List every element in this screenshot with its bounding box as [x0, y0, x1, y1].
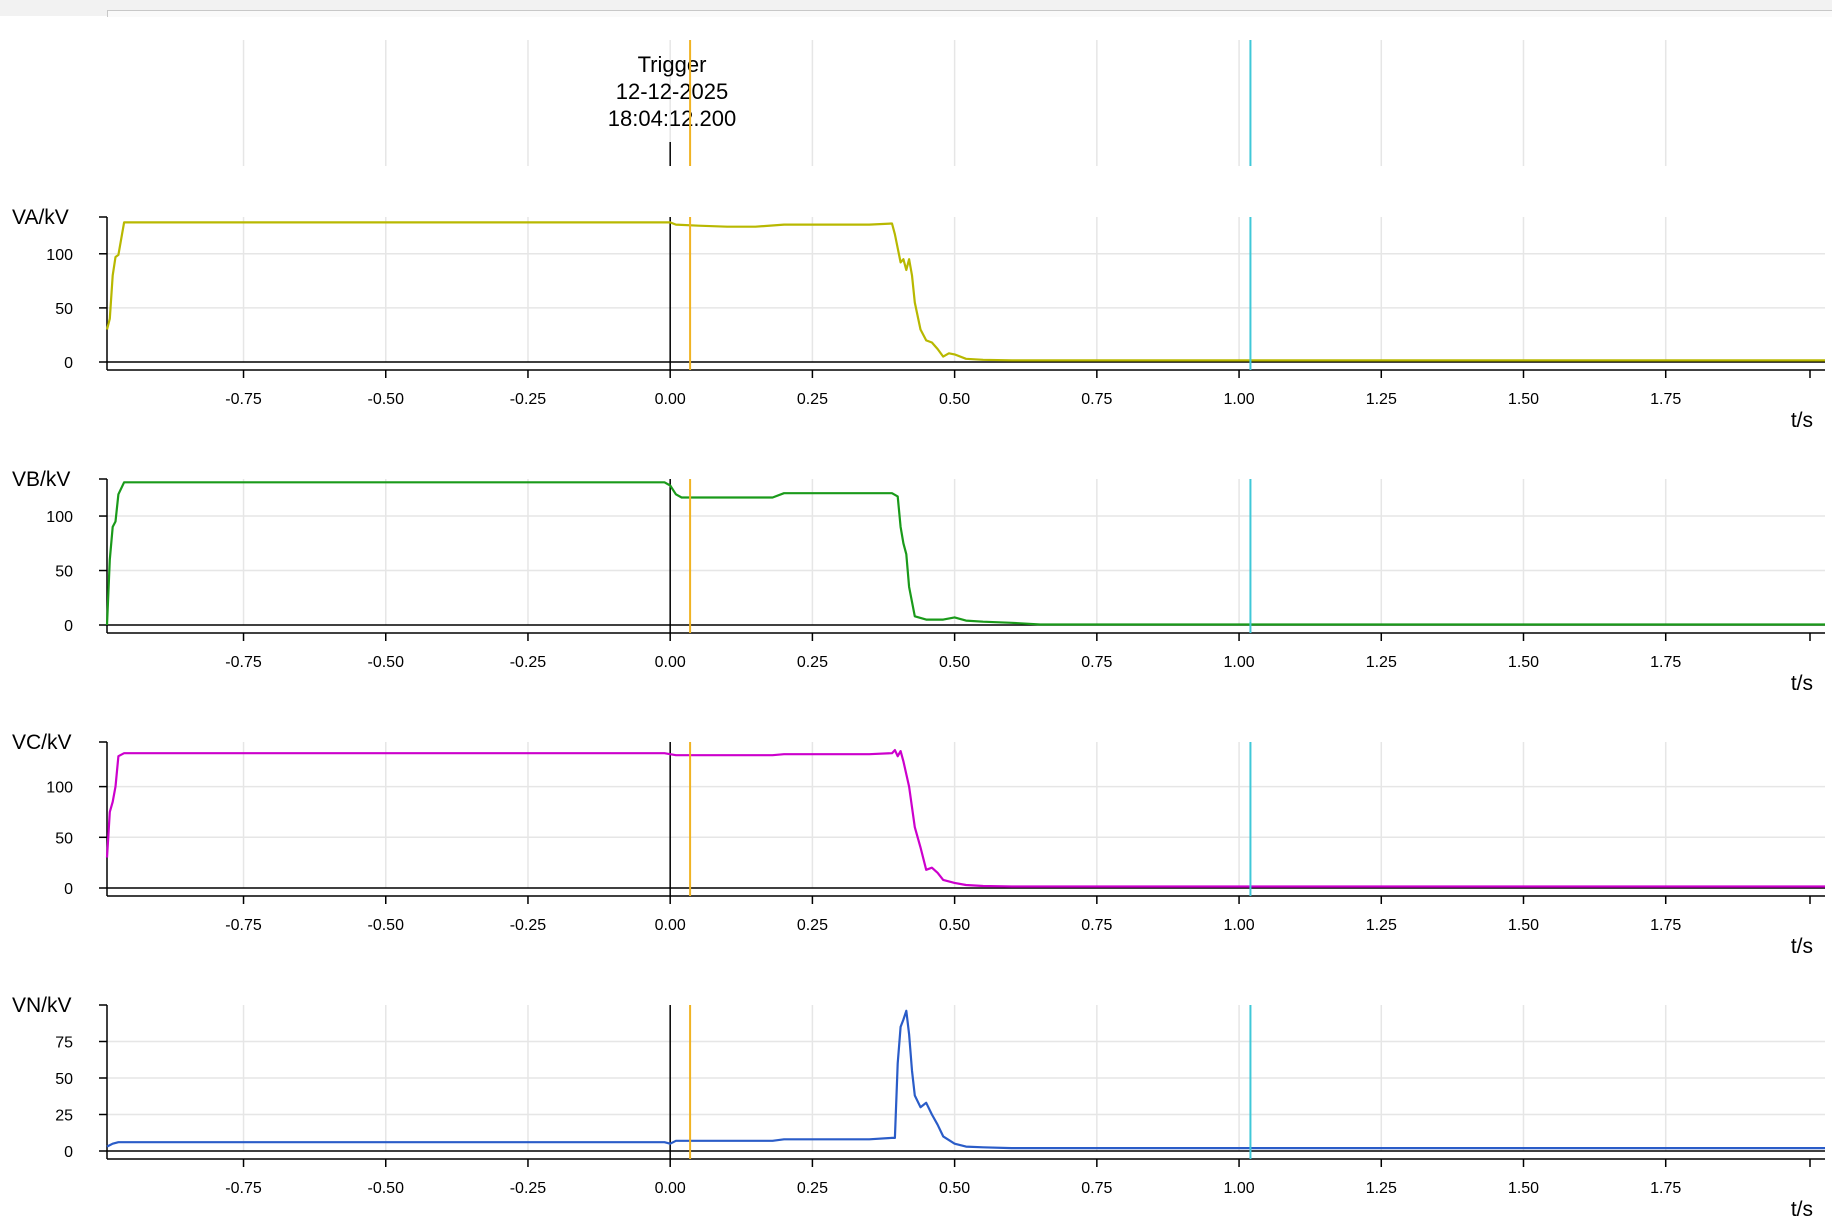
x-tick-label: -0.75	[225, 917, 262, 934]
panel-vn: 0 25 50 75 VN/kV -0.75 -0.50 -0.25 0.00 0.25 0.50 0…	[12, 994, 1825, 1221]
x-tick-label: 0.25	[797, 391, 828, 408]
x-tick-label: 0.00	[655, 1180, 686, 1197]
x-tick-label: 1.25	[1366, 1180, 1397, 1197]
y-tick-label: 50	[55, 1071, 73, 1088]
y-tick-label: 0	[64, 355, 73, 372]
x-tick-label: 1.75	[1650, 654, 1681, 671]
x-tick-label: -0.75	[225, 391, 262, 408]
x-tick-label: 0.75	[1081, 917, 1112, 934]
x-tick-label: 1.75	[1650, 917, 1681, 934]
x-tick-label: 1.00	[1223, 654, 1254, 671]
x-tick-label: -0.50	[368, 654, 405, 671]
x-tick-label: -0.25	[510, 391, 547, 408]
y-tick-label: 0	[64, 1144, 73, 1161]
x-tick-label: 1.00	[1223, 391, 1254, 408]
x-axis-label: t/s	[1791, 935, 1813, 958]
x-axis-label: t/s	[1791, 409, 1813, 432]
panel-vc: 0 50 100 VC/kV -0.75 -0.50 -0.25 0.00 0.25 0.50 0.…	[12, 731, 1825, 958]
x-tick-label: 1.50	[1508, 1180, 1539, 1197]
x-tick-label: 1.75	[1650, 1180, 1681, 1197]
x-tick-label: 1.50	[1508, 917, 1539, 934]
x-tick-label: 0.00	[655, 654, 686, 671]
x-tick-label: 1.25	[1366, 654, 1397, 671]
y-tick-label: 50	[55, 830, 73, 847]
x-tick-label: -0.25	[510, 917, 547, 934]
x-tick-label: -0.75	[225, 654, 262, 671]
x-tick-label: 1.50	[1508, 391, 1539, 408]
x-tick-label: 1.00	[1223, 1180, 1254, 1197]
header-grid	[242, 40, 1667, 166]
x-tick-label: 1.75	[1650, 391, 1681, 408]
y-tick-label: 75	[55, 1035, 73, 1052]
x-tick-label: 0.75	[1081, 1180, 1112, 1197]
x-tick-label: 1.50	[1508, 654, 1539, 671]
panel-vb: 0 50 100 VB/kV -0.75 -0.50 -0.25 0.00 0.25 0.50 0.…	[12, 468, 1825, 695]
x-tick-label: -0.50	[368, 917, 405, 934]
top-toolbar-strip	[0, 0, 1832, 17]
x-tick-label: -0.50	[368, 391, 405, 408]
x-tick-label: 0.25	[797, 917, 828, 934]
cursor-lines	[689, 40, 1252, 1159]
panel-va: 0 50 100 VA/kV -0.75 -0.50 -0.25 0.00 0.25 0.50 0.…	[12, 206, 1825, 432]
x-axis-label: t/s	[1791, 1198, 1813, 1221]
x-tick-label: 0.50	[939, 654, 970, 671]
y-tick-label: 50	[55, 564, 73, 581]
x-tick-label: 0.50	[939, 391, 970, 408]
trigger-time: 18:04:12.200	[608, 106, 736, 131]
x-tick-label: -0.75	[225, 1180, 262, 1197]
trigger-header: Trigger 12-12-2025 18:04:12.200	[242, 40, 1667, 166]
x-tick-label: -0.50	[368, 1180, 405, 1197]
y-axis-label: VA/kV	[12, 206, 69, 229]
x-tick-label: 0.00	[655, 391, 686, 408]
x-tick-label: 0.00	[655, 917, 686, 934]
series-line-vn	[106, 1009, 1825, 1150]
series-line-va	[105, 221, 1825, 362]
trigger-title: Trigger	[638, 52, 707, 77]
y-axis-label: VC/kV	[12, 731, 72, 754]
x-tick-label: -0.25	[510, 654, 547, 671]
x-tick-label: 1.25	[1366, 917, 1397, 934]
x-tick-label: 0.25	[797, 654, 828, 671]
y-tick-label: 100	[46, 780, 73, 797]
y-axis-label: VB/kV	[12, 468, 70, 491]
waveform-panels: 0 50 100 VA/kV -0.75 -0.50 -0.25 0.00 0.25 0.50 0.…	[12, 206, 1825, 1221]
y-tick-label: 0	[64, 881, 73, 898]
y-tick-label: 50	[55, 301, 73, 318]
x-tick-label: -0.25	[510, 1180, 547, 1197]
y-tick-label: 25	[55, 1108, 73, 1125]
x-tick-label: 0.25	[797, 1180, 828, 1197]
x-tick-label: 0.75	[1081, 654, 1112, 671]
x-tick-label: 0.75	[1081, 391, 1112, 408]
trigger-date: 12-12-2025	[616, 79, 729, 104]
y-tick-label: 100	[46, 247, 73, 264]
series-line-vc	[105, 748, 1825, 888]
y-tick-label: 0	[64, 618, 73, 635]
y-tick-label: 100	[46, 509, 73, 526]
y-axis-label: VN/kV	[12, 994, 72, 1017]
x-axis-label: t/s	[1791, 672, 1813, 695]
x-tick-label: 1.25	[1366, 391, 1397, 408]
x-tick-label: 1.00	[1223, 917, 1254, 934]
x-tick-label: 0.50	[939, 917, 970, 934]
x-tick-label: 0.50	[939, 1180, 970, 1197]
series-line-vb	[105, 481, 1825, 626]
top-overview-box	[107, 10, 1832, 17]
